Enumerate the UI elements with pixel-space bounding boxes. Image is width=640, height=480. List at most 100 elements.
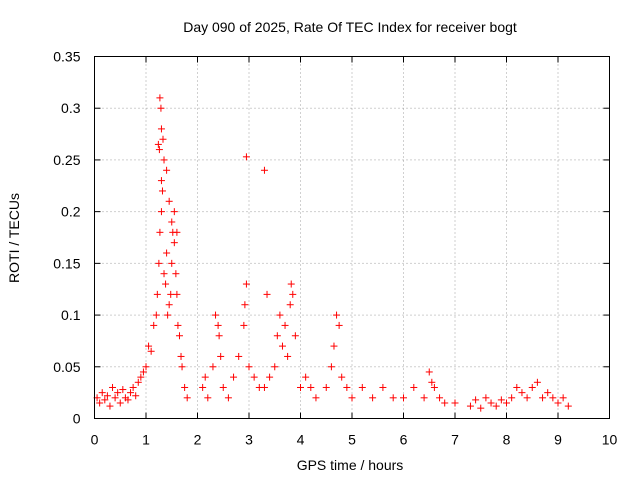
data-point	[436, 394, 444, 402]
y-tick-label: 0.15	[53, 255, 80, 271]
x-tick-label: 0	[91, 432, 99, 448]
data-point	[177, 352, 185, 360]
data-point	[291, 332, 299, 340]
data-point	[503, 399, 510, 407]
data-point	[441, 399, 449, 407]
data-point	[472, 396, 480, 404]
data-point	[508, 394, 516, 402]
tick-marks	[94, 56, 610, 419]
data-point	[523, 394, 531, 402]
grid-lines	[94, 56, 610, 419]
data-point	[322, 383, 330, 391]
data-point	[273, 332, 281, 340]
data-points	[93, 94, 572, 412]
data-point	[312, 394, 320, 402]
data-point	[287, 280, 295, 288]
data-point	[163, 249, 171, 257]
data-point	[297, 383, 304, 391]
data-point	[159, 135, 167, 143]
data-point	[106, 402, 114, 410]
data-point	[165, 197, 173, 205]
data-point	[158, 187, 166, 195]
data-point	[528, 383, 536, 391]
data-point	[212, 311, 220, 319]
data-point	[286, 301, 294, 309]
data-point	[266, 373, 274, 381]
data-point	[358, 383, 366, 391]
data-point	[162, 280, 170, 288]
data-point	[119, 386, 127, 394]
data-point	[103, 392, 111, 400]
data-point	[183, 394, 191, 402]
data-point	[181, 383, 189, 391]
data-point	[245, 363, 253, 371]
data-point	[167, 290, 175, 298]
plot-area-border	[94, 56, 610, 419]
data-point	[114, 389, 122, 397]
data-point	[134, 378, 142, 386]
x-tick-label: 9	[554, 432, 562, 448]
data-point	[153, 290, 161, 298]
data-point	[139, 368, 147, 376]
data-point	[199, 383, 207, 391]
data-point	[173, 228, 181, 236]
data-point	[145, 342, 153, 350]
y-tick-label: 0.2	[61, 204, 81, 220]
data-point	[492, 402, 500, 410]
y-tick-label: 0.05	[53, 359, 80, 375]
data-point	[96, 399, 104, 407]
data-point	[369, 394, 377, 402]
data-point	[160, 156, 168, 164]
y-tick-label: 0	[73, 411, 81, 427]
data-point	[173, 290, 181, 298]
data-point	[155, 146, 163, 154]
data-point	[201, 373, 209, 381]
data-point	[150, 321, 158, 329]
y-tick-label: 0.1	[61, 307, 81, 323]
data-point	[544, 389, 552, 397]
x-tick-label: 8	[503, 432, 511, 448]
data-point	[338, 373, 346, 381]
data-point	[549, 394, 557, 402]
y-tick-labels: 0 0.05 0.1 0.15 0.2 0.25 0.3 0.35	[53, 49, 80, 427]
data-point	[260, 166, 268, 174]
y-axis-label: ROTI / TECUs	[6, 193, 22, 283]
data-point	[284, 352, 292, 360]
data-point	[333, 311, 341, 319]
data-point	[327, 363, 335, 371]
data-point	[157, 208, 165, 216]
data-point	[497, 396, 505, 404]
data-point	[132, 392, 140, 400]
data-point	[379, 383, 387, 391]
data-point	[564, 402, 572, 410]
data-point	[466, 402, 474, 410]
x-tick-label: 7	[451, 432, 459, 448]
data-point	[230, 373, 238, 381]
data-point	[400, 394, 407, 402]
data-point	[129, 383, 137, 391]
data-point	[175, 332, 183, 340]
data-point	[242, 280, 250, 288]
data-point	[335, 321, 343, 329]
data-point	[157, 125, 165, 133]
data-point	[178, 363, 186, 371]
data-point	[217, 352, 225, 360]
data-point	[533, 378, 541, 386]
data-point	[137, 373, 145, 381]
data-point	[348, 394, 356, 402]
data-point	[241, 301, 249, 309]
x-tick-label: 10	[602, 432, 618, 448]
data-point	[174, 321, 182, 329]
data-point	[172, 270, 180, 278]
data-point	[160, 270, 168, 278]
data-point	[330, 342, 338, 350]
data-point	[260, 383, 268, 391]
data-point	[420, 394, 428, 402]
data-point	[307, 383, 315, 391]
data-point	[278, 342, 286, 350]
data-point	[214, 321, 222, 329]
data-point	[156, 228, 164, 236]
data-point	[224, 394, 232, 402]
y-tick-label: 0.3	[61, 100, 81, 116]
